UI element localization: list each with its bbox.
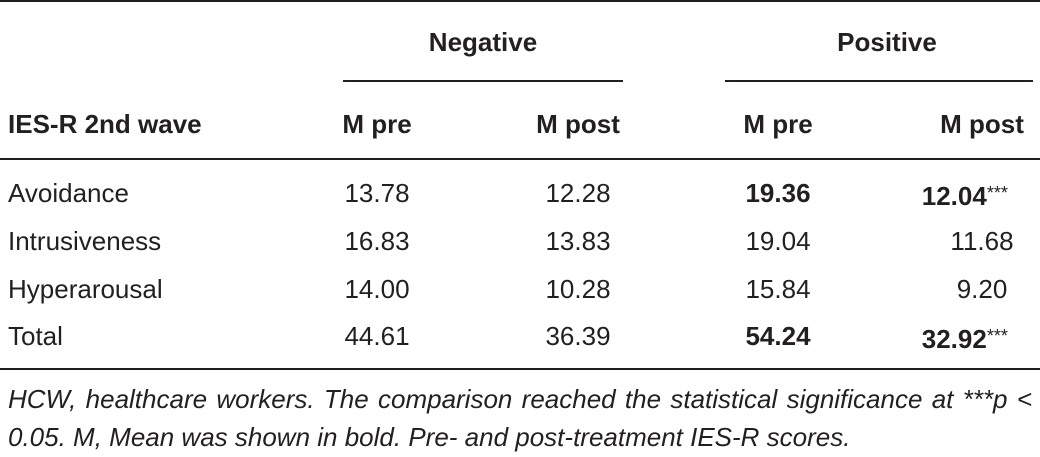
cell: 9.20 bbox=[957, 274, 1008, 304]
cell: 19.36 bbox=[745, 178, 810, 208]
cell: 16.83 bbox=[344, 226, 409, 256]
cell-value: 19.04 bbox=[745, 226, 811, 256]
cell: 15.84 bbox=[745, 274, 810, 304]
cell-value: 10.28 bbox=[545, 274, 611, 304]
cell: 54.24 bbox=[745, 321, 810, 351]
cell-value: 13.78 bbox=[344, 178, 410, 208]
cell: 13.78 bbox=[344, 178, 409, 208]
cell: 19.04 bbox=[745, 226, 810, 256]
footnote: HCW, healthcare workers. The comparison … bbox=[8, 384, 1032, 452]
cell: 14.00 bbox=[344, 274, 409, 304]
cell-value: 15.84 bbox=[745, 274, 811, 304]
column-header: M pre bbox=[743, 109, 813, 139]
cell-value: 16.83 bbox=[344, 226, 410, 256]
cell: 10.28 bbox=[545, 274, 610, 304]
cell: 12.28 bbox=[545, 178, 610, 208]
cell-value: 14.00 bbox=[344, 274, 410, 304]
cell-value: 12.04 bbox=[921, 181, 987, 211]
column-header: M post bbox=[940, 109, 1024, 139]
cell-value: 11.68 bbox=[950, 226, 1014, 256]
group-header: Positive bbox=[837, 27, 937, 57]
significance-mark: *** bbox=[986, 183, 1008, 203]
cell-value: 44.61 bbox=[344, 321, 410, 351]
column-header: M post bbox=[536, 109, 620, 139]
cell-value: 13.83 bbox=[545, 226, 611, 256]
cell: 32.92*** bbox=[922, 321, 1008, 354]
header-rule bbox=[0, 158, 1040, 160]
cell: 13.83 bbox=[545, 226, 610, 256]
cell-value: 12.28 bbox=[545, 178, 611, 208]
group-rule bbox=[725, 80, 1033, 82]
cell: 36.39 bbox=[545, 321, 610, 351]
row-label: Total bbox=[8, 321, 63, 351]
top-rule bbox=[0, 0, 1040, 2]
row-label: Hyperarousal bbox=[8, 274, 163, 304]
cell-value: 19.36 bbox=[745, 178, 811, 208]
group-header: Negative bbox=[428, 27, 538, 57]
column-header: IES-R 2nd wave bbox=[8, 109, 202, 139]
cell: 44.61 bbox=[344, 321, 409, 351]
cell-value: 32.92 bbox=[921, 324, 987, 354]
group-rule bbox=[343, 80, 623, 82]
cell: 12.04*** bbox=[922, 178, 1008, 211]
row-label: Intrusiveness bbox=[8, 226, 162, 256]
cell-value: 36.39 bbox=[545, 321, 611, 351]
bottom-rule bbox=[0, 368, 1040, 370]
cell-value: 9.20 bbox=[956, 274, 1008, 304]
cell-value: 54.24 bbox=[745, 321, 811, 351]
column-header: M pre bbox=[342, 109, 412, 139]
cell: 11.68 bbox=[950, 226, 1013, 256]
row-label: Avoidance bbox=[8, 178, 129, 208]
significance-mark: *** bbox=[986, 326, 1008, 346]
